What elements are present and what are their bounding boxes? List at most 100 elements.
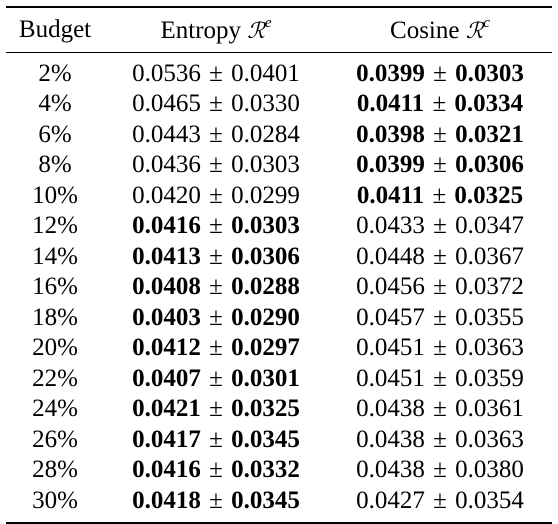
- cosine-std: 0.0361: [455, 395, 524, 423]
- cosine-std: 0.0354: [455, 486, 524, 514]
- plus-minus-sign: ±: [433, 456, 447, 484]
- table-row: 2% 0.0536 ± 0.0401 0.0399 ± 0.0303: [6, 53, 552, 90]
- cosine-mean: 0.0433: [356, 212, 425, 240]
- cosine-std: 0.0363: [455, 334, 524, 362]
- cosine-std: 0.0325: [454, 181, 524, 209]
- header-entropy-label: Entropy: [160, 17, 242, 44]
- entropy-mean: 0.0536: [132, 60, 201, 87]
- cosine-mean: 0.0438: [356, 456, 425, 484]
- entropy-cell: 0.0412 ± 0.0297: [104, 333, 328, 364]
- cosine-cell: 0.0399 ± 0.0306: [328, 150, 552, 181]
- table-header: Budget Entropy ℛe Cosine ℛc: [6, 7, 552, 53]
- entropy-std: 0.0297: [231, 334, 300, 362]
- entropy-cell: 0.0465 ± 0.0330: [104, 89, 328, 120]
- plus-minus-sign: ±: [433, 212, 447, 240]
- budget-cell: 12%: [32, 212, 78, 240]
- cosine-mean: 0.0399: [356, 60, 425, 87]
- plus-minus-sign: ±: [209, 303, 223, 331]
- header-cosine: Cosine ℛc: [328, 7, 552, 53]
- plus-minus-sign: ±: [433, 425, 447, 453]
- entropy-std: 0.0401: [231, 60, 300, 87]
- entropy-std: 0.0325: [231, 395, 300, 423]
- entropy-symbol: ℛ: [247, 19, 265, 44]
- table-row: 18% 0.0403 ± 0.0290 0.0457 ± 0.0355: [6, 303, 552, 334]
- plus-minus-sign: ±: [433, 242, 447, 270]
- plus-minus-sign: ±: [209, 242, 223, 270]
- cosine-mean: 0.0398: [356, 120, 425, 148]
- plus-minus-sign: ±: [209, 486, 223, 514]
- entropy-cell: 0.0443 ± 0.0284: [104, 120, 328, 151]
- cosine-cell: 0.0451 ± 0.0363: [328, 333, 552, 364]
- plus-minus-sign: ±: [209, 425, 223, 453]
- entropy-std: 0.0306: [231, 242, 300, 270]
- results-table: Budget Entropy ℛe Cosine ℛc 2% 0.0536 ± 0…: [6, 6, 552, 524]
- entropy-cell: 0.0421 ± 0.0325: [104, 394, 328, 425]
- entropy-mean: 0.0407: [132, 364, 201, 392]
- cosine-symbol: ℛ: [465, 19, 484, 44]
- budget-cell: 10%: [32, 181, 78, 209]
- entropy-mean: 0.0420: [132, 181, 201, 209]
- entropy-std: 0.0345: [231, 425, 300, 453]
- cosine-mean: 0.0456: [356, 273, 425, 301]
- cosine-mean: 0.0451: [356, 334, 425, 362]
- cosine-std: 0.0321: [455, 120, 524, 148]
- table-row: 24% 0.0421 ± 0.0325 0.0438 ± 0.0361: [6, 394, 552, 425]
- plus-minus-sign: ±: [209, 120, 223, 148]
- cosine-mean: 0.0399: [356, 151, 425, 179]
- cosine-std: 0.0355: [455, 303, 524, 331]
- plus-minus-sign: ±: [209, 90, 223, 118]
- cosine-cell: 0.0411 ± 0.0325: [328, 181, 552, 212]
- budget-cell: 18%: [32, 303, 78, 331]
- cosine-std: 0.0303: [455, 60, 524, 87]
- table-row: 4% 0.0465 ± 0.0330 0.0411 ± 0.0334: [6, 89, 552, 120]
- plus-minus-sign: ±: [209, 60, 223, 87]
- plus-minus-sign: ±: [209, 395, 223, 423]
- entropy-std: 0.0301: [231, 364, 300, 392]
- entropy-cell: 0.0413 ± 0.0306: [104, 242, 328, 273]
- plus-minus-sign: ±: [209, 456, 223, 484]
- entropy-mean: 0.0443: [132, 120, 201, 148]
- entropy-mean: 0.0403: [132, 303, 201, 331]
- entropy-mean: 0.0416: [132, 212, 201, 240]
- cosine-cell: 0.0399 ± 0.0303: [328, 53, 552, 90]
- plus-minus-sign: ±: [432, 90, 447, 118]
- cosine-std: 0.0347: [455, 212, 524, 240]
- entropy-cell: 0.0407 ± 0.0301: [104, 364, 328, 395]
- entropy-std: 0.0290: [231, 303, 300, 331]
- table-row: 16% 0.0408 ± 0.0288 0.0456 ± 0.0372: [6, 272, 552, 303]
- plus-minus-sign: ±: [433, 303, 447, 331]
- budget-cell: 20%: [32, 334, 78, 362]
- cosine-mean: 0.0438: [356, 395, 425, 423]
- cosine-cell: 0.0448 ± 0.0367: [328, 242, 552, 273]
- budget-cell: 26%: [32, 425, 78, 453]
- table-row: 20% 0.0412 ± 0.0297 0.0451 ± 0.0363: [6, 333, 552, 364]
- plus-minus-sign: ±: [433, 334, 447, 362]
- entropy-std: 0.0330: [231, 90, 300, 118]
- table-row: 30% 0.0418 ± 0.0345 0.0427 ± 0.0354: [6, 486, 552, 523]
- plus-minus-sign: ±: [209, 181, 223, 209]
- entropy-superscript: e: [264, 15, 272, 31]
- table-row: 12% 0.0416 ± 0.0303 0.0433 ± 0.0347: [6, 211, 552, 242]
- cosine-mean: 0.0448: [356, 242, 425, 270]
- cosine-mean: 0.0411: [356, 181, 425, 209]
- table-row: 10% 0.0420 ± 0.0299 0.0411 ± 0.0325: [6, 181, 552, 212]
- entropy-mean: 0.0418: [132, 486, 201, 514]
- budget-cell: 30%: [32, 486, 78, 514]
- entropy-cell: 0.0416 ± 0.0303: [104, 211, 328, 242]
- entropy-cell: 0.0436 ± 0.0303: [104, 150, 328, 181]
- cosine-mean: 0.0411: [356, 90, 425, 118]
- cosine-std: 0.0372: [455, 273, 524, 301]
- table-row: 6% 0.0443 ± 0.0284 0.0398 ± 0.0321: [6, 120, 552, 151]
- table-row: 28% 0.0416 ± 0.0332 0.0438 ± 0.0380: [6, 455, 552, 486]
- cosine-std: 0.0363: [455, 425, 524, 453]
- plus-minus-sign: ±: [433, 60, 447, 87]
- entropy-mean: 0.0465: [132, 90, 201, 118]
- header-budget-label: Budget: [18, 16, 92, 43]
- entropy-cell: 0.0403 ± 0.0290: [104, 303, 328, 334]
- header-budget: Budget: [6, 7, 104, 53]
- header-row: Budget Entropy ℛe Cosine ℛc: [6, 7, 552, 53]
- cosine-cell: 0.0438 ± 0.0363: [328, 425, 552, 456]
- plus-minus-sign: ±: [432, 181, 447, 209]
- entropy-std: 0.0284: [231, 120, 300, 148]
- plus-minus-sign: ±: [433, 486, 447, 514]
